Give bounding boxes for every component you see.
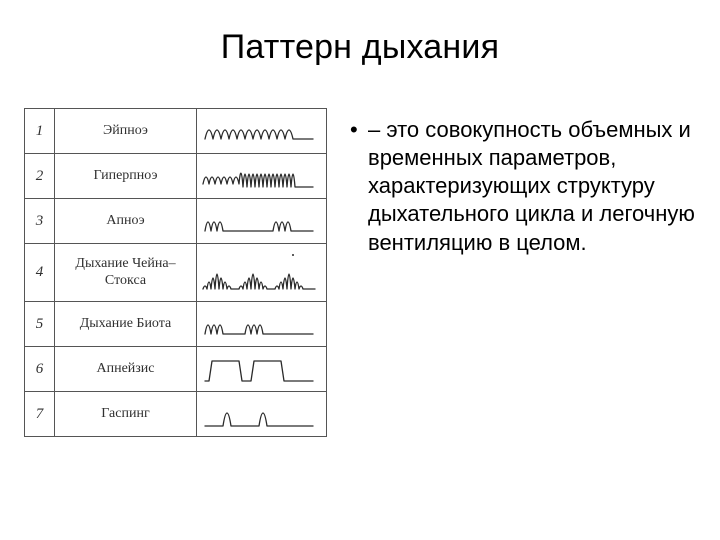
bullet-marker-icon: • — [350, 116, 368, 144]
row-index: 4 — [25, 244, 55, 302]
row-name: Гиперпноэ — [55, 154, 197, 199]
wave-apnea — [199, 201, 319, 241]
row-wave — [197, 392, 327, 437]
row-wave — [197, 302, 327, 347]
bullet-text: – это совокупность объемных и временных … — [368, 116, 702, 257]
patterns-table: 1 Эйпноэ 2 Гиперпноэ 3 Апноэ — [24, 108, 327, 437]
row-index: 7 — [25, 392, 55, 437]
row-name: Эйпноэ — [55, 109, 197, 154]
wave-biot — [199, 304, 319, 344]
row-index: 5 — [25, 302, 55, 347]
table-row: 3 Апноэ — [25, 199, 327, 244]
row-wave — [197, 199, 327, 244]
row-name: Гаспинг — [55, 392, 197, 437]
table-row: 6 Апнейзис — [25, 347, 327, 392]
row-wave — [197, 109, 327, 154]
table-row: 7 Гаспинг — [25, 392, 327, 437]
wave-cheyne-stokes — [199, 247, 319, 299]
patterns-table-wrap: 1 Эйпноэ 2 Гиперпноэ 3 Апноэ — [24, 108, 326, 437]
bullet-list: • – это совокупность объемных и временны… — [350, 116, 702, 257]
table-row: 5 Дыхание Биота — [25, 302, 327, 347]
wave-eupnea — [199, 111, 319, 151]
row-name: Дыхание Чейна–Стокса — [55, 244, 197, 302]
table-row: 2 Гиперпноэ — [25, 154, 327, 199]
wave-apneusis — [199, 349, 319, 389]
row-index: 3 — [25, 199, 55, 244]
table-row: 1 Эйпноэ — [25, 109, 327, 154]
row-name: Апноэ — [55, 199, 197, 244]
row-index: 6 — [25, 347, 55, 392]
row-name: Дыхание Биота — [55, 302, 197, 347]
row-wave — [197, 347, 327, 392]
row-wave — [197, 154, 327, 199]
wave-gasping — [199, 394, 319, 434]
row-index: 2 — [25, 154, 55, 199]
table-row: 4 Дыхание Чейна–Стокса — [25, 244, 327, 302]
row-name: Апнейзис — [55, 347, 197, 392]
page-title: Паттерн дыхания — [0, 28, 720, 67]
wave-hyperpnea — [199, 156, 319, 196]
slide: Паттерн дыхания 1 Эйпноэ 2 Гиперпноэ — [0, 0, 720, 540]
bullet-item: • – это совокупность объемных и временны… — [350, 116, 702, 257]
row-wave — [197, 244, 327, 302]
row-index: 1 — [25, 109, 55, 154]
